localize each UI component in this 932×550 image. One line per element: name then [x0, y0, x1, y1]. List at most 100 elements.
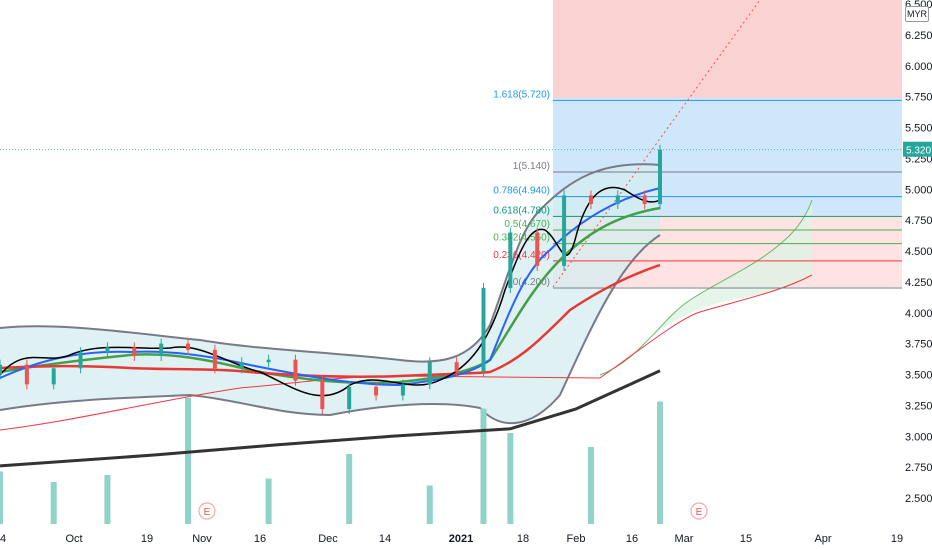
- price-tick-label: 5.000: [905, 184, 932, 196]
- candle-body: [0, 364, 2, 375]
- candle-body: [212, 349, 217, 369]
- price-tick-label: 6.250: [905, 30, 932, 42]
- earnings-marker-label: E: [696, 507, 703, 518]
- candle-body: [658, 149, 662, 205]
- price-tick-label: 3.500: [905, 370, 932, 382]
- time-tick-label: 18: [517, 533, 529, 545]
- moving-averages: [0, 186, 661, 397]
- time-tick-label: 14: [379, 533, 391, 545]
- candle-body: [239, 362, 244, 369]
- time-tick-label: 2021: [449, 533, 473, 545]
- last-price-badge: 5.320: [903, 141, 932, 157]
- time-tick-label: 15: [740, 533, 752, 545]
- fib-level-label: 0.236(4.420): [493, 250, 550, 261]
- bollinger-upper-line: [0, 163, 661, 363]
- earnings-marker[interactable]: E: [690, 502, 708, 520]
- candle-body: [186, 343, 191, 350]
- price-tick-label: 3.250: [905, 400, 932, 412]
- volume-bar: [587, 447, 594, 524]
- time-tick-label: 19: [891, 533, 903, 545]
- fib-level-label: 1.618(5.720): [493, 89, 550, 100]
- candle-body: [374, 386, 379, 396]
- currency-label[interactable]: MYR: [905, 6, 929, 22]
- time-tick-label: Mar: [675, 533, 694, 545]
- earnings-marker-label: E: [204, 507, 211, 518]
- price-tick-label: 4.000: [905, 308, 932, 320]
- candles: [0, 144, 662, 415]
- event-markers: E E: [198, 502, 708, 520]
- bollinger-lower-line: [0, 234, 661, 425]
- time-tick-label: Feb: [567, 533, 586, 545]
- fib-level-label: 0(4.200): [513, 277, 550, 288]
- volume-bar: [104, 475, 111, 524]
- price-tick-label: 5.750: [905, 92, 932, 104]
- price-tick-label: 4.500: [905, 246, 932, 258]
- volume-bar: [0, 471, 3, 524]
- price-tick-label: 4.250: [905, 277, 932, 289]
- candle-body: [105, 347, 110, 353]
- price-tick-label: 6.500: [905, 0, 932, 11]
- volume-bar: [657, 401, 663, 524]
- candle-body: [159, 343, 164, 356]
- price-tick-label: 3.750: [905, 339, 932, 351]
- time-tick-label: 16: [254, 533, 266, 545]
- candle-body: [508, 232, 513, 289]
- volume-bar: [185, 398, 192, 524]
- candle-body: [266, 359, 271, 363]
- time-tick-label: 19: [141, 533, 153, 545]
- cloud-upper-line: [599, 199, 813, 376]
- time-tick-label: Oct: [65, 533, 82, 545]
- price-tick-label: 6.000: [905, 61, 932, 73]
- candle-body: [615, 195, 620, 205]
- candle-body: [562, 195, 567, 266]
- time-tick-label: 4: [0, 533, 6, 545]
- volume-bar: [265, 478, 272, 524]
- candle-body: [24, 364, 29, 385]
- candle-body: [51, 368, 56, 385]
- price-tick-label: 2.500: [905, 493, 932, 505]
- volume-bar: [480, 408, 487, 524]
- volume-bars: [0, 398, 663, 524]
- ma-blue-line: [0, 187, 661, 387]
- trend-extension-line: [552, 0, 761, 288]
- ma-black-line: [0, 186, 661, 397]
- candle-body: [481, 288, 486, 373]
- projection-upper-zone: [553, 0, 902, 98]
- volume-bar: [507, 433, 514, 524]
- candle-body: [347, 386, 352, 410]
- bollinger-fill: [0, 164, 660, 424]
- candle-body: [132, 347, 137, 356]
- candle-body: [427, 362, 432, 385]
- price-tick-label: 2.750: [905, 462, 932, 474]
- fib-level-label: 0.618(4.780): [493, 205, 550, 216]
- candle-body: [293, 359, 298, 381]
- last-price-value: 5.320: [906, 146, 931, 157]
- candle-body: [320, 380, 325, 410]
- fib-level-label: 0.382(4.560): [493, 233, 550, 244]
- candle-body: [454, 362, 459, 373]
- earnings-marker[interactable]: E: [198, 502, 216, 520]
- time-tick-label: 16: [626, 533, 638, 545]
- time-tick-label: Dec: [318, 533, 338, 545]
- candle-body: [588, 195, 593, 205]
- volume-bar: [346, 454, 353, 524]
- price-tick-label: 5.500: [905, 123, 932, 135]
- fib-level-label: 0.786(4.940): [493, 186, 550, 197]
- time-tick-label: Apr: [814, 533, 831, 545]
- ma-200-line: [0, 369, 661, 468]
- candle-body: [642, 195, 647, 205]
- volume-bar: [50, 482, 57, 524]
- price-tick-label: 4.750: [905, 215, 932, 227]
- price-axis[interactable]: 6.5006.2506.0005.7505.5005.2505.0004.750…: [905, 0, 932, 505]
- cloud-fill: [600, 200, 812, 378]
- time-axis[interactable]: 4 Oct 19 Nov 16 Dec 14 2021 18 Feb 16 Mar 15 Apr 19: [0, 533, 903, 545]
- fib-level-label: 1(5.140): [513, 161, 550, 172]
- candle-body: [400, 384, 405, 396]
- fib-levels: 1.618(5.720) 1(5.140) 0.786(4.940) 0.618(4.…: [493, 89, 902, 289]
- candle-body: [78, 352, 83, 369]
- candle-body: [535, 232, 540, 266]
- bollinger-bands: [0, 163, 661, 425]
- ma-green-line: [0, 206, 661, 385]
- volume-bar: [426, 485, 433, 524]
